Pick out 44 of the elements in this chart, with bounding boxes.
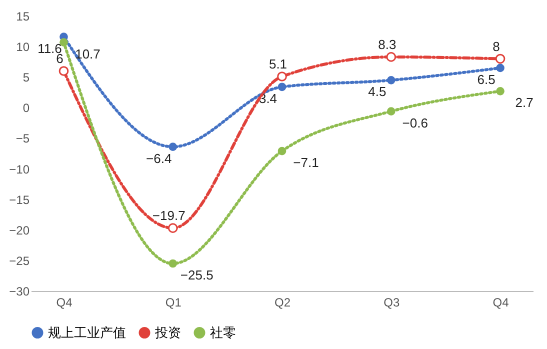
y-tick-label: −5 bbox=[16, 132, 30, 146]
legend-label: 规上工业产值 bbox=[48, 324, 126, 340]
data-label: −6.4 bbox=[146, 150, 172, 166]
y-tick-label: 5 bbox=[22, 70, 30, 85]
data-label: 5.1 bbox=[268, 56, 288, 72]
point bbox=[386, 76, 396, 84]
data-label: 2.7 bbox=[515, 95, 534, 110]
point bbox=[277, 72, 287, 82]
point bbox=[168, 259, 178, 268]
data-label: 4.5 bbox=[368, 84, 386, 100]
legend-label: 投资 bbox=[154, 324, 181, 340]
y-tick-label: −20 bbox=[9, 223, 30, 238]
point bbox=[168, 223, 178, 233]
x-tick-label: Q4 bbox=[492, 296, 510, 310]
data-label: 10.7 bbox=[75, 46, 100, 62]
data-label: 8 bbox=[492, 38, 500, 54]
y-tick-label: −15 bbox=[9, 192, 30, 207]
point bbox=[496, 64, 504, 72]
x-tick-label: Q3 bbox=[384, 296, 400, 310]
point bbox=[168, 142, 178, 151]
point bbox=[496, 86, 504, 96]
legend-label: 社零 bbox=[210, 324, 236, 340]
y-tick-label: 15 bbox=[16, 10, 30, 24]
point bbox=[278, 82, 286, 92]
point bbox=[60, 38, 68, 46]
data-label: −25.5 bbox=[180, 268, 214, 282]
y-tick-label: −25 bbox=[9, 254, 30, 268]
point bbox=[495, 54, 506, 64]
point bbox=[386, 52, 396, 62]
data-label: 6.5 bbox=[477, 72, 496, 87]
y-tick-label: −30 bbox=[9, 284, 30, 298]
y-tick-label: 0 bbox=[22, 101, 30, 116]
data-label: 8.3 bbox=[378, 36, 396, 52]
point bbox=[386, 107, 396, 116]
point bbox=[58, 66, 69, 76]
data-label: −7.1 bbox=[293, 155, 319, 170]
y-tick-label: 10 bbox=[16, 40, 30, 54]
data-label: −19.7 bbox=[152, 208, 186, 224]
x-tick-label: Q4 bbox=[56, 296, 73, 310]
y-tick-label: −10 bbox=[9, 162, 30, 176]
data-label: −0.6 bbox=[402, 115, 428, 130]
point bbox=[278, 146, 286, 156]
x-tick-label: Q2 bbox=[274, 296, 291, 310]
x-tick-label: Q1 bbox=[165, 296, 182, 310]
